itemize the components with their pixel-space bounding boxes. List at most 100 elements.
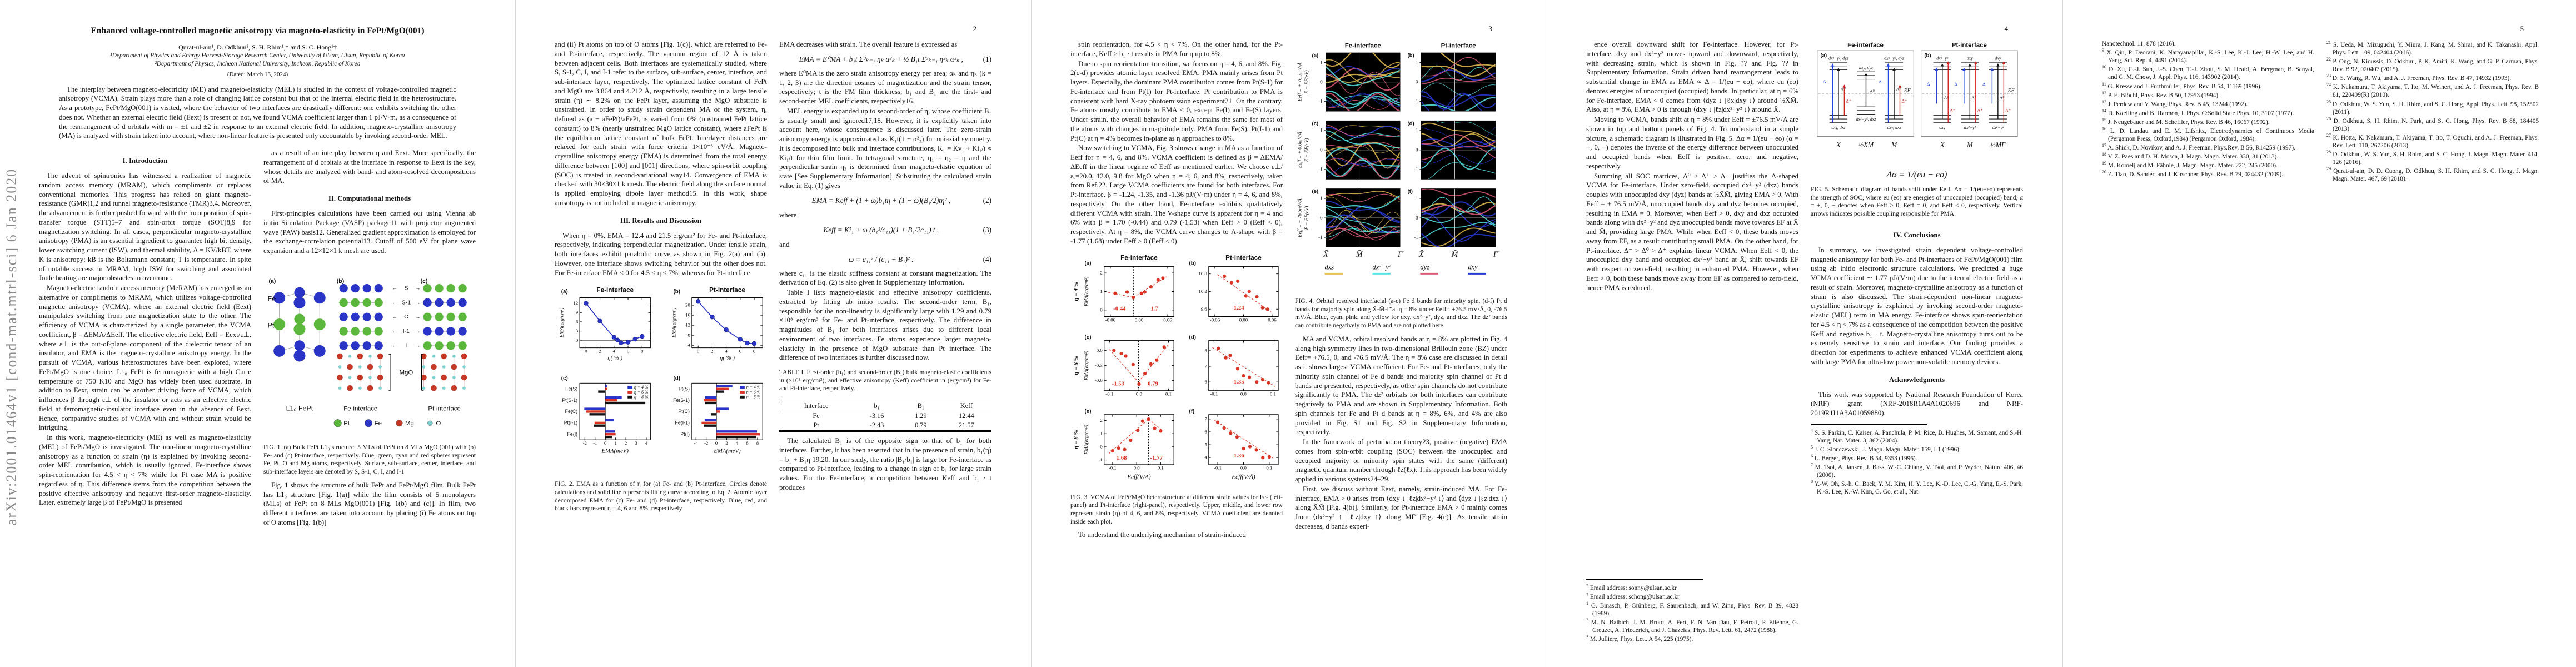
svg-text:dx²−y², dxz: dx²−y², dxz <box>1856 117 1876 122</box>
svg-text:Fe-interface: Fe-interface <box>1345 43 1381 49</box>
svg-text:η( % ): η( % ) <box>720 355 735 361</box>
reference-item: 27 K. Hotta, K. Nakamura, T. Akiyama, T.… <box>2326 133 2539 149</box>
svg-text:dx²−y²: dx²−y² <box>1964 125 1976 130</box>
reference-item: 13 J. Perdew and Y. Wang, Phys. Rev. B 4… <box>2102 99 2248 108</box>
reference-item: 21 S. Ueda, M. Mizuguchi, Y. Miura, J. K… <box>2326 40 2539 56</box>
reference-item: 16 L. D. Landau and E. M. Lifshitz, Elec… <box>2102 126 2314 142</box>
svg-text:(f): (f) <box>1189 408 1195 414</box>
svg-text:1: 1 <box>1100 288 1102 294</box>
svg-text:1: 1 <box>1416 196 1418 201</box>
page5-right-column: 21 S. Ueda, M. Mizuguchi, Y. Miura, J. K… <box>2326 40 2539 183</box>
page3-right-column: Fe-interface Pt-interface 1 0 -1 (a) Eeff = + … <box>1295 40 1507 540</box>
svg-text:10.8: 10.8 <box>1198 271 1207 276</box>
svg-text:η = 6 %: η = 6 % <box>746 390 761 395</box>
reference-item: 28 D. Odkhuu, W. S. Yun, S. H. Rhim, and… <box>2326 150 2539 166</box>
svg-text:O: O <box>436 420 441 427</box>
svg-text:(f): (f) <box>1407 188 1413 195</box>
svg-text:EF: EF <box>2007 88 2015 93</box>
paragraph: In this work, magneto-electricity (ME) a… <box>39 434 251 507</box>
intro-paragraphs: The advent of spintronics has witnessed … <box>39 171 251 508</box>
reference-item: 26 D. Odkhuu, S. H. Rhim, N. Park, and S… <box>2326 116 2539 132</box>
svg-text:½M̄Γ̄: ½M̄Γ̄ <box>1991 141 2008 149</box>
svg-text:-0.1: -0.1 <box>1105 391 1113 396</box>
svg-text:-1.53: -1.53 <box>1112 380 1125 387</box>
svg-text:(b): (b) <box>1189 260 1197 266</box>
paragraph: Summing all SOC matrices, Δ⁰ > Δ⁺ > Δ⁻ j… <box>1586 172 1798 292</box>
svg-text:dxy: dxy <box>1995 56 2001 61</box>
svg-text:-1: -1 <box>1414 167 1418 172</box>
reference-item: 9 X. Qiu, P. Deorani, K. Narayanapillai,… <box>2102 48 2314 64</box>
soc-paragraphs: ence overall downward shift for Fe-inter… <box>1586 40 1798 293</box>
svg-text:1: 1 <box>1320 128 1323 133</box>
reference-item: 14 D. Koelling and B. Harmon, J. Phys. C… <box>2102 108 2294 117</box>
svg-text:3: 3 <box>576 328 579 334</box>
svg-text:dyz: dyz <box>1420 263 1429 271</box>
svg-text:0: 0 <box>604 440 607 446</box>
svg-text:0: 0 <box>585 349 587 354</box>
svg-text:←: ← <box>392 285 397 291</box>
svg-text:1: 1 <box>614 440 616 446</box>
svg-text:0.79: 0.79 <box>1148 380 1158 387</box>
svg-text:Pt-interface: Pt-interface <box>709 287 745 294</box>
footnote-block: * Email address: sonny@ulsan.ac.kr † Emai… <box>1586 574 1798 643</box>
svg-text:Γ̄: Γ̄ <box>1493 250 1500 259</box>
transition-line: To understand the underlying mechanism o… <box>1078 531 1246 539</box>
svg-text:Pt: Pt <box>268 321 275 329</box>
svg-text:Pt-interface: Pt-interface <box>1441 43 1476 49</box>
svg-text:←: ← <box>392 300 397 306</box>
svg-text:Γ̄: Γ̄ <box>1397 250 1404 259</box>
svg-text:-2: -2 <box>583 440 587 446</box>
svg-text:0.06: 0.06 <box>1163 317 1172 322</box>
svg-text:Fe(S-1): Fe(S-1) <box>673 397 690 403</box>
svg-text:(d): (d) <box>1189 334 1197 340</box>
reference-item: 23 D. S. Wang, R. Wu, and A. J. Freeman,… <box>2326 73 2512 82</box>
page4-right-column: Fe-interface (a) EF dx²−y², dyz dxy, dxz Δ⁻ Δ⁰… <box>1811 40 2023 643</box>
page1-left-column: I. Introduction The advent of spintronic… <box>39 148 251 527</box>
reference-item: 24 K. Nakamura, T. Akiyama, T. Ito, M. W… <box>2326 82 2539 99</box>
svg-text:←: ← <box>392 328 397 335</box>
svg-text:8: 8 <box>641 349 644 354</box>
svg-text:12: 12 <box>685 322 690 328</box>
svg-text:EMA(erg/cm²): EMA(erg/cm²) <box>1083 350 1089 381</box>
svg-text:dx²−y²: dx²−y² <box>1936 56 1949 61</box>
svg-text:Pt-interface: Pt-interface <box>1952 42 1987 48</box>
svg-text:EMA(erg/cm²): EMA(erg/cm²) <box>1083 425 1089 455</box>
figure-2-caption: FIG. 2. EMA as a function of η for (a) F… <box>555 481 767 512</box>
paragraph: Moving to VCMA, bands shift at η = 8% un… <box>1586 116 1798 170</box>
svg-text:η = 6 %: η = 6 % <box>634 390 649 395</box>
svg-text:2: 2 <box>711 349 713 354</box>
svg-text:dxy: dxy <box>1468 263 1478 271</box>
svg-text:Fe-interface: Fe-interface <box>1120 254 1158 261</box>
svg-text:7: 7 <box>1204 363 1207 369</box>
reference-item: 11 G. Kresse and J. Furthmüller, Phys. R… <box>2102 81 2262 90</box>
svg-text:dx²−y²: dx²−y² <box>1372 263 1391 271</box>
svg-text:η = 6 %: η = 6 % <box>1073 356 1080 375</box>
svg-text:2: 2 <box>725 440 728 446</box>
and-word: and <box>779 240 790 248</box>
page2-right-column: EMA decreases with strain. The overall f… <box>779 40 991 517</box>
svg-text:X̄: X̄ <box>1323 250 1329 259</box>
svg-text:Δ⁰: Δ⁰ <box>1841 87 1846 92</box>
figure-1: (a) Fe Pt (b) (c) MgO ← → S ← → S-1 ← → C ← → I-1 ← → I L1₀ F… <box>263 261 476 440</box>
page-5: 5 Nanotechnol. 11, 878 (2016). 9 X. Qiu, … <box>2062 0 2576 667</box>
svg-text:-0.6: -0.6 <box>1095 377 1103 383</box>
svg-text:η = 8 %: η = 8 % <box>1073 430 1080 449</box>
svg-text:2: 2 <box>625 440 627 446</box>
table-header-keff: Keff <box>941 400 991 412</box>
abstract: The interplay between magneto-electricit… <box>59 85 456 140</box>
svg-text:0.0: 0.0 <box>1240 391 1247 396</box>
svg-text:η = 8 %: η = 8 % <box>746 395 761 400</box>
page-number: 2 <box>973 24 977 33</box>
svg-text:-0.1: -0.1 <box>1214 465 1222 470</box>
reference-item: 20 Z. Tian, D. Sander, and J. Kirschner,… <box>2102 169 2284 178</box>
svg-text:Fe-interface: Fe-interface <box>343 405 377 412</box>
reference-item: Nanotechnol. 11, 878 (2016). <box>2102 41 2176 47</box>
svg-text:-1: -1 <box>1318 98 1323 104</box>
svg-text:6: 6 <box>1204 429 1207 434</box>
figure-3-chart: Fe-interface Pt-interface(a)012-0.06 0.00 0… <box>1073 254 1279 480</box>
svg-text:0: 0 <box>1416 215 1418 221</box>
svg-text:η = 4 %: η = 4 % <box>1073 282 1080 301</box>
svg-text:dx²−y², dyz: dx²−y², dyz <box>1884 56 1904 61</box>
svg-text:-1: -1 <box>593 440 597 446</box>
page-number: 4 <box>2004 24 2009 33</box>
